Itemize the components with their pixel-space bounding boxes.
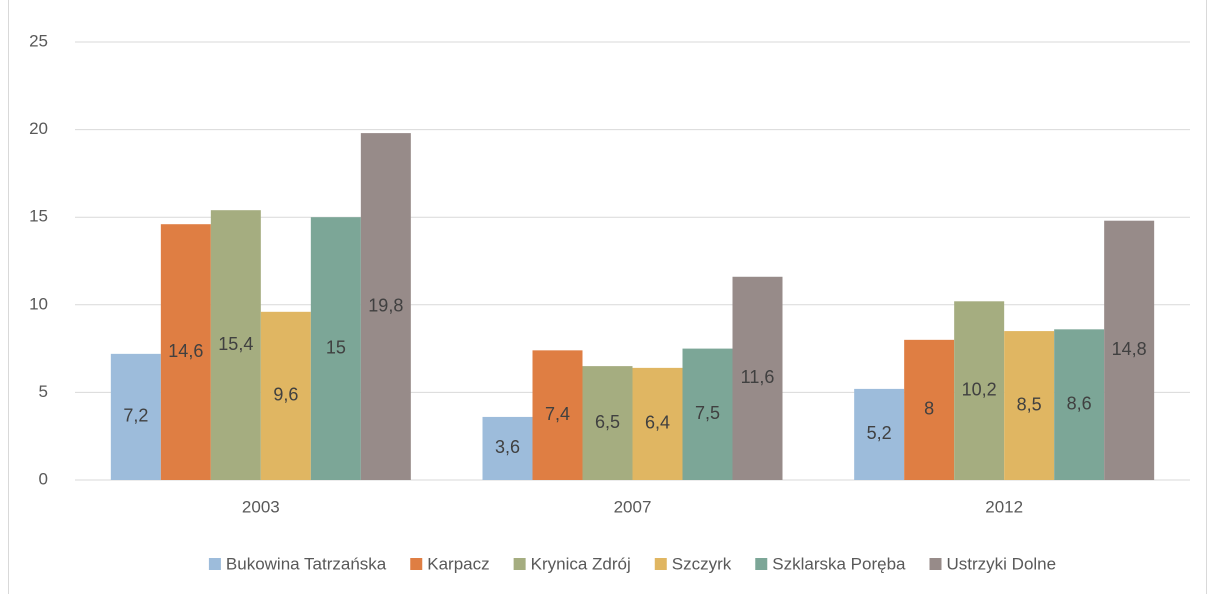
legend-swatch	[513, 558, 526, 570]
data-label: 7,2	[123, 406, 148, 426]
data-label: 5,2	[867, 423, 892, 443]
bar	[954, 301, 1005, 480]
chart-frame	[8, 0, 1207, 594]
bar	[260, 311, 311, 480]
data-label: 19,8	[368, 295, 403, 315]
legend-swatch	[929, 558, 942, 570]
legend-label: Szklarska Poręba	[772, 554, 906, 573]
bar	[532, 350, 583, 480]
data-label: 3,6	[495, 437, 520, 457]
y-tick-label: 25	[29, 31, 48, 50]
bar	[854, 388, 905, 480]
bar	[360, 133, 411, 480]
bar	[160, 224, 211, 480]
data-label: 9,6	[273, 385, 298, 405]
data-label: 6,5	[595, 412, 620, 432]
bar	[310, 217, 361, 480]
legend-label: Bukowina Tatrzańska	[226, 554, 387, 573]
legend-label: Szczyrk	[672, 554, 732, 573]
data-label: 8	[924, 399, 934, 419]
legend-swatch	[208, 558, 221, 570]
y-tick-label: 0	[39, 469, 48, 488]
data-label: 15	[326, 337, 346, 357]
data-label: 7,5	[695, 403, 720, 423]
legend-label: Karpacz	[427, 554, 489, 573]
legend-label: Ustrzyki Dolne	[947, 554, 1057, 573]
legend-swatch	[410, 558, 423, 570]
bar	[482, 416, 533, 480]
bar	[632, 367, 683, 480]
data-label: 15,4	[218, 334, 253, 354]
bar	[1054, 329, 1105, 480]
legend-swatch	[654, 558, 667, 570]
bar	[582, 366, 633, 480]
x-tick-label: 2007	[614, 497, 652, 516]
data-label: 10,2	[962, 379, 997, 399]
bar	[110, 353, 161, 480]
data-label: 6,4	[645, 413, 670, 433]
y-tick-label: 20	[29, 119, 48, 138]
y-tick-label: 5	[39, 382, 48, 401]
legend-swatch	[755, 558, 768, 570]
data-label: 14,6	[168, 341, 203, 361]
bar	[210, 210, 261, 480]
x-tick-label: 2012	[985, 497, 1023, 516]
data-label: 7,4	[545, 404, 570, 424]
y-tick-label: 10	[29, 294, 48, 313]
data-label: 8,6	[1067, 393, 1092, 413]
bar	[904, 339, 955, 480]
bar	[732, 276, 783, 480]
legend-label: Krynica Zdrój	[531, 554, 631, 573]
y-tick-label: 15	[29, 207, 48, 226]
data-label: 14,8	[1112, 339, 1147, 359]
data-label: 11,6	[741, 367, 775, 387]
bar	[682, 348, 733, 480]
x-tick-label: 2003	[242, 497, 280, 516]
bar	[1004, 331, 1055, 480]
data-label: 8,5	[1017, 394, 1042, 414]
bar	[1104, 220, 1155, 481]
